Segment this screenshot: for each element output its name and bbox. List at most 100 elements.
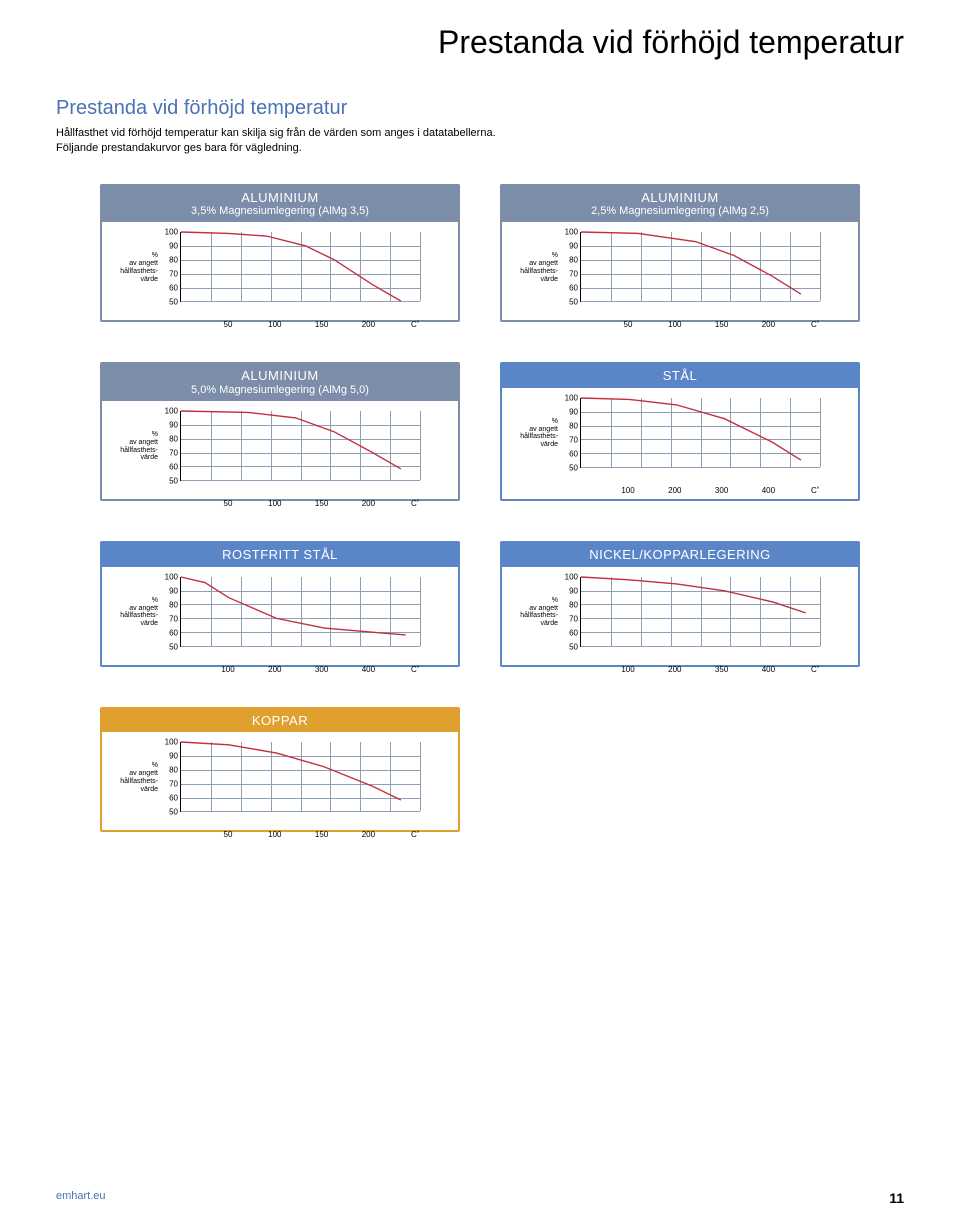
y-tick: 90 [158,242,178,251]
x-tick: 150 [315,828,328,839]
chart-body: %av angetthållfasthets-värde100908070605… [102,401,458,499]
x-tick: 200 [268,663,281,674]
x-tick: C˚ [811,663,819,674]
chart-header: ROSTFRITT STÅL [102,543,458,567]
y-tick: 100 [558,228,578,237]
y-tick: 70 [558,614,578,623]
x-tick: 50 [224,318,233,329]
chart-subtitle: 2,5% Magnesiumlegering (AlMg 2,5) [508,205,852,218]
y-tick: 70 [158,270,178,279]
y-axis-label-line: hållfasthets- [120,778,158,786]
y-axis-label: %av angetthållfasthets-värde [506,394,558,484]
y-tick: 50 [558,642,578,651]
chart-copper: KOPPAR %av angetthållfasthets-värde100 90 8… [100,707,460,833]
y-tick: 70 [158,614,178,623]
y-tick: 50 [558,464,578,473]
y-axis-label-line: hållfasthets- [120,447,158,455]
y-axis-label-line: värde [540,441,558,449]
x-tick: 50 [224,828,233,839]
grid-area [580,398,820,468]
chart-row: ALUMINIUM 3,5% Magnesiumlegering (AlMg 3,… [56,184,904,323]
y-axis-label-line: värde [140,620,158,628]
x-tick: 300 [715,484,728,495]
y-axis-label: %av angetthållfasthets-värde [106,738,158,828]
y-tick: 50 [158,642,178,651]
grid-area [180,742,420,812]
y-tick: 80 [158,766,178,775]
chart-header: STÅL [502,364,858,388]
chart-header: ALUMINIUM3,5% Magnesiumlegering (AlMg 3,… [102,186,458,223]
y-tick: 100 [158,407,178,416]
x-tick: 100 [221,663,234,674]
y-tick: 90 [558,242,578,251]
grid-area [580,232,820,302]
y-axis-label: %av angetthållfasthets-värde [506,228,558,318]
chart-subtitle: 3,5% Magnesiumlegering (AlMg 3,5) [108,205,452,218]
y-tick: 70 [158,449,178,458]
y-tick: 100 [158,572,178,581]
x-tick: 350 [715,663,728,674]
plot-area: 100908070605050100150200C˚ [558,228,838,318]
section-title: Prestanda vid förhöjd temperatur [56,97,904,120]
x-tick: 200 [668,663,681,674]
chart-header: NICKEL/KOPPARLEGERING [502,543,858,567]
chart-title: NICKEL/KOPPARLEGERING [508,547,852,563]
footer-page-number: 11 [889,1190,904,1206]
chart-title: KOPPAR [108,713,452,729]
y-axis-label-line: värde [540,620,558,628]
chart-almg25: ALUMINIUM2,5% Magnesiumlegering (AlMg 2,… [500,184,860,323]
y-axis-label: %av angetthållfasthets-värde [106,228,158,318]
y-tick: 60 [558,450,578,459]
y-axis-label-line: värde [140,454,158,462]
y-tick: 90 [158,752,178,761]
y-tick: 90 [558,408,578,417]
chart-header: ALUMINIUM5,0% Magnesiumlegering (AlMg 5,… [102,364,458,401]
chart-body: %av angetthållfasthets-värde100908070605… [102,567,458,665]
y-tick: 60 [158,463,178,472]
x-tick: C˚ [811,484,819,495]
y-tick: 50 [158,477,178,486]
x-tick: 400 [762,663,775,674]
y-tick: 50 [158,808,178,817]
y-tick: 60 [558,628,578,637]
plot-area: 100908070605050100150200C˚ [158,228,438,318]
y-tick: 80 [158,600,178,609]
chart-header: ALUMINIUM2,5% Magnesiumlegering (AlMg 2,… [502,186,858,223]
y-axis-label: %av angetthållfasthets-värde [106,407,158,497]
chart-nickel: NICKEL/KOPPARLEGERING %av angetthållfasth… [500,541,860,667]
x-tick: C˚ [411,663,419,674]
plot-area: 100908070605050100150200C˚ [158,407,438,497]
x-tick: 200 [362,828,375,839]
y-tick: 70 [558,270,578,279]
plot-area: 1009080706050100200350400C˚ [558,573,838,663]
chart-body: %av angetthållfasthets-värde100908070605… [102,732,458,830]
x-tick: C˚ [811,318,819,329]
y-axis-label: %av angetthållfasthets-värde [506,573,558,663]
y-tick: 100 [158,738,178,747]
y-tick: 80 [558,600,578,609]
grid-area [180,411,420,481]
y-tick: 50 [158,298,178,307]
y-tick: 60 [158,794,178,803]
x-tick: 100 [668,318,681,329]
grid-area [180,232,420,302]
x-tick: 100 [621,663,634,674]
y-tick: 80 [558,256,578,265]
y-tick: 100 [158,228,178,237]
y-axis-label-line: hållfasthets- [520,612,558,620]
chart-row: KOPPAR %av angetthållfasthets-värde100 90 8… [56,707,904,833]
chart-title: ALUMINIUM [108,368,452,384]
y-tick: 60 [158,284,178,293]
y-tick: 100 [558,572,578,581]
x-tick: 200 [762,318,775,329]
page-footer: emhart.eu 11 [56,1190,904,1206]
chart-steel: STÅL%av angetthållfasthets-värde10090807… [500,362,860,501]
x-tick: 200 [668,484,681,495]
x-tick: 50 [624,318,633,329]
y-axis-label-line: värde [140,786,158,794]
x-tick: C˚ [411,497,419,508]
chart-title: ALUMINIUM [508,190,852,206]
chart-title: STÅL [508,368,852,384]
chart-subtitle: 5,0% Magnesiumlegering (AlMg 5,0) [108,384,452,397]
x-tick: 200 [362,318,375,329]
